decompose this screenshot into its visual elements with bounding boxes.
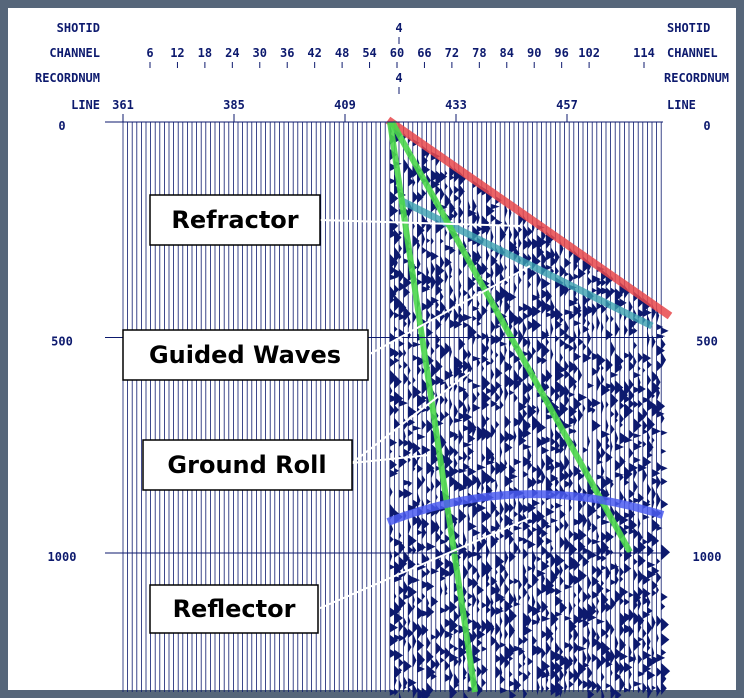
channel-label: 78 xyxy=(472,46,486,60)
channel-label: 30 xyxy=(253,46,267,60)
page: SHOTID CHANNEL RECORDNUM LINE SHOTID CHA… xyxy=(0,0,744,698)
header-label: LINE xyxy=(71,98,100,112)
line-label: 385 xyxy=(223,98,245,112)
channel-label: 84 xyxy=(500,46,514,60)
seismic-display: SHOTID CHANNEL RECORDNUM LINE SHOTID CHA… xyxy=(0,0,744,698)
channel-label: 114 xyxy=(633,46,655,60)
line-label: 361 xyxy=(112,98,134,112)
wiggle-fill xyxy=(399,692,402,698)
channel-label: 66 xyxy=(417,46,431,60)
line-label: 409 xyxy=(334,98,356,112)
channel-label: 48 xyxy=(335,46,349,60)
channel-label: 54 xyxy=(362,46,376,60)
header-label: CHANNEL xyxy=(49,46,100,60)
wiggle-fill xyxy=(463,691,468,698)
header-label: LINE xyxy=(667,98,696,112)
channel-label: 90 xyxy=(527,46,541,60)
channel-label: 102 xyxy=(578,46,600,60)
line-label: 433 xyxy=(445,98,467,112)
header-label: CHANNEL xyxy=(667,46,718,60)
time-label: 0 xyxy=(703,119,710,133)
time-label: 1000 xyxy=(693,550,722,564)
time-label: 500 xyxy=(51,335,73,349)
channel-label: 96 xyxy=(554,46,568,60)
time-label: 500 xyxy=(696,335,718,349)
annotation: Refractor xyxy=(171,206,298,234)
channel-label: 24 xyxy=(225,46,239,60)
annotation: Ground Roll xyxy=(167,451,326,479)
annotation: Reflector xyxy=(173,595,296,623)
time-label: 0 xyxy=(58,119,65,133)
line-label: 457 xyxy=(556,98,578,112)
header-label: SHOTID xyxy=(57,21,100,35)
header-label: SHOTID xyxy=(667,21,710,35)
wiggle-fill xyxy=(509,690,516,698)
time-label: 1000 xyxy=(48,550,77,564)
shotid-value: 4 xyxy=(395,21,402,35)
channel-label: 12 xyxy=(170,46,184,60)
channel-label: 72 xyxy=(445,46,459,60)
channel-label: 60 xyxy=(390,46,404,60)
header-label: RECORDNUM xyxy=(664,71,729,85)
channel-label: 6 xyxy=(146,46,153,60)
channel-label: 36 xyxy=(280,46,294,60)
header-label: RECORDNUM xyxy=(35,71,100,85)
channel-label: 18 xyxy=(198,46,212,60)
channel-label: 42 xyxy=(307,46,321,60)
recordnum-value: 4 xyxy=(395,71,402,85)
annotation: Guided Waves xyxy=(149,341,341,369)
